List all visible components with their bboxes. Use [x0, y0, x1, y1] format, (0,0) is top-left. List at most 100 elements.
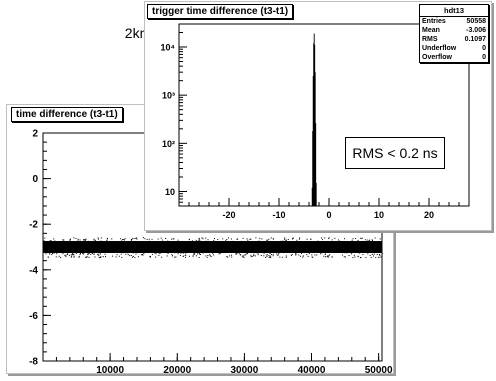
data-point	[263, 252, 265, 254]
data-point	[225, 240, 227, 242]
x-tick-label: 40000	[298, 365, 326, 376]
data-point	[330, 242, 332, 244]
data-point	[241, 248, 243, 250]
data-point	[177, 253, 179, 255]
data-point	[284, 243, 286, 245]
data-point	[239, 254, 241, 256]
data-point	[100, 240, 102, 242]
rms-annotation: RMS < 0.2 ns	[345, 137, 445, 169]
data-point	[355, 238, 357, 240]
data-point	[356, 249, 358, 251]
data-point	[189, 243, 191, 245]
data-point	[64, 243, 66, 245]
data-point	[373, 253, 375, 255]
data-point	[73, 242, 75, 244]
data-point	[150, 250, 152, 252]
data-point	[87, 243, 89, 245]
data-point	[306, 238, 308, 240]
data-point	[284, 238, 286, 240]
data-point	[137, 256, 139, 258]
stats-row: Mean -3.006	[420, 26, 488, 35]
data-point	[241, 256, 243, 258]
data-point	[100, 241, 102, 243]
data-point	[222, 246, 224, 248]
data-point	[125, 244, 127, 246]
data-point	[379, 254, 381, 256]
data-point	[88, 256, 90, 258]
data-point	[206, 250, 208, 252]
data-point	[59, 248, 61, 250]
data-point	[198, 237, 200, 239]
data-point	[242, 255, 244, 257]
data-point	[310, 238, 312, 240]
data-point	[171, 238, 173, 240]
data-point	[45, 253, 47, 255]
data-point	[90, 242, 92, 244]
data-point	[217, 239, 219, 241]
data-point	[309, 250, 311, 252]
data-point	[315, 248, 317, 250]
data-point	[334, 237, 336, 239]
data-point	[54, 249, 56, 251]
data-point	[347, 251, 349, 253]
data-point	[133, 249, 135, 251]
data-point	[87, 250, 89, 252]
data-point	[287, 238, 289, 240]
data-point	[209, 241, 211, 243]
data-point	[161, 256, 163, 258]
data-point	[83, 242, 85, 244]
data-point	[94, 239, 96, 241]
data-point	[108, 251, 110, 253]
data-point	[253, 254, 255, 256]
data-point	[109, 250, 111, 252]
data-point	[184, 254, 186, 256]
data-point	[343, 238, 345, 240]
data-point	[208, 251, 210, 253]
data-point	[375, 246, 377, 248]
data-point	[375, 257, 377, 259]
data-point	[106, 240, 108, 242]
data-point	[324, 253, 326, 255]
data-point	[282, 240, 284, 242]
data-point	[185, 250, 187, 252]
data-point	[207, 239, 209, 241]
data-point	[372, 240, 374, 242]
time-difference-title: time difference (t3-t1)	[11, 107, 123, 122]
data-point	[181, 248, 183, 250]
data-point	[227, 247, 229, 249]
data-point	[311, 254, 313, 256]
data-point	[261, 238, 263, 240]
data-point	[195, 249, 197, 251]
data-point	[105, 256, 107, 258]
data-point	[202, 249, 204, 251]
data-point	[308, 252, 310, 254]
data-point	[136, 250, 138, 252]
x-tick-label: 20000	[163, 365, 191, 376]
data-point	[47, 256, 49, 258]
data-point	[345, 243, 347, 245]
data-point	[351, 253, 353, 255]
data-point	[362, 254, 364, 256]
data-point	[162, 244, 164, 246]
data-point	[381, 252, 383, 254]
data-point	[304, 242, 306, 244]
data-point	[365, 257, 367, 259]
data-point	[254, 252, 256, 254]
x-tick-label: 10000	[96, 365, 124, 376]
data-point	[135, 248, 137, 250]
data-point	[145, 251, 147, 253]
data-point	[292, 247, 294, 249]
data-point	[121, 244, 123, 246]
data-point	[136, 238, 138, 240]
data-point	[51, 252, 53, 254]
data-point	[196, 242, 198, 244]
data-point	[142, 237, 144, 239]
data-point	[236, 252, 238, 254]
data-point	[257, 252, 259, 254]
data-point	[266, 239, 268, 241]
data-point	[285, 256, 287, 258]
data-point	[379, 248, 381, 250]
data-point	[339, 248, 341, 250]
data-point	[167, 240, 169, 242]
data-point	[296, 239, 298, 241]
